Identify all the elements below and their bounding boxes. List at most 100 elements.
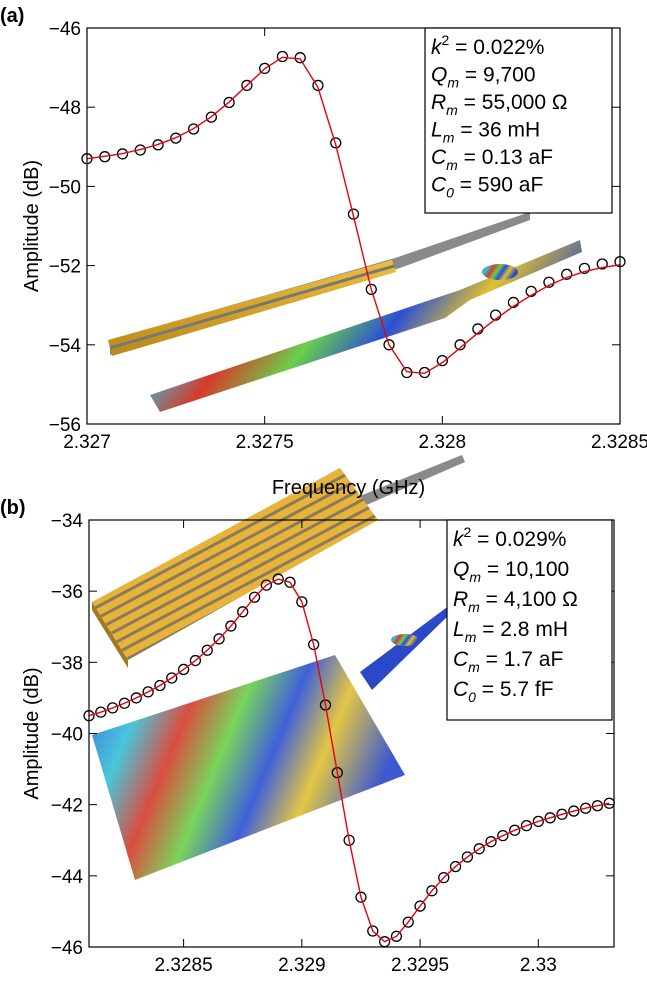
y-tick-label: −36 <box>51 582 83 603</box>
panel-label: (b) <box>0 497 26 519</box>
data-point <box>284 576 296 588</box>
data-point <box>225 620 237 632</box>
annotation-line: Qm = 9,700 <box>431 64 536 91</box>
x-tick-label: 2.328 <box>419 432 467 453</box>
annotation-subscript: m <box>446 102 458 118</box>
data-point <box>568 805 580 817</box>
panel: (b)Frequency (GHz)Amplitude (dB)2.32852.… <box>0 497 615 976</box>
plot-frame <box>88 519 615 948</box>
data-point <box>544 812 556 824</box>
annotation-value: = 0.029% <box>471 528 566 551</box>
annotation-line: k2 = 0.022% <box>431 32 544 59</box>
annotation-variable: Q <box>453 558 469 581</box>
annotation-variable: R <box>431 91 446 114</box>
annotation-box <box>446 519 613 721</box>
data-point <box>497 829 509 842</box>
annotation-value: = 4,100 Ω <box>480 588 578 611</box>
plot-frame <box>86 27 621 425</box>
annotation-variable: L <box>453 618 465 641</box>
data-point <box>95 706 107 718</box>
annotation-value: = 5.7 fF <box>476 678 554 701</box>
data-point <box>532 815 544 828</box>
annotation-subscript: m <box>447 75 459 91</box>
data-point <box>449 860 462 873</box>
annotation-value: = 0.022% <box>449 36 544 59</box>
annotation-line: C0 = 5.7 fF <box>453 678 554 705</box>
annotation-line: Rm = 55,000 Ω <box>431 91 568 118</box>
annotation-subscript: m <box>468 659 480 675</box>
annotation-line: Lm = 36 mH <box>431 119 540 146</box>
data-point <box>414 900 426 912</box>
x-axis-label: Frequency (GHz) <box>272 477 425 499</box>
device-render <box>108 212 582 412</box>
annotation-subscript: 0 <box>446 185 454 201</box>
y-tick-label: −34 <box>51 511 84 532</box>
data-point <box>520 820 533 832</box>
data-point <box>561 268 573 280</box>
y-tick-label: −46 <box>49 19 81 40</box>
data-point <box>260 579 273 591</box>
data-point <box>312 79 324 92</box>
annotation-variable: C <box>431 174 447 197</box>
annotation-variable: C <box>431 146 447 169</box>
data-point <box>402 916 414 928</box>
data-point <box>485 836 497 848</box>
data-point <box>436 354 448 367</box>
data-point <box>187 123 200 135</box>
annotation-line: Cm = 1.7 aF <box>453 648 563 675</box>
data-point <box>543 276 555 288</box>
annotation-subscript: m <box>465 629 477 645</box>
annotation-variable: Q <box>431 64 447 87</box>
data-point <box>454 339 466 351</box>
annotation-subscript: m <box>443 130 455 146</box>
annotation-line: Cm = 0.13 aF <box>431 146 553 173</box>
data-point <box>507 296 520 309</box>
data-point <box>177 663 190 676</box>
annotation-line: Lm = 2.8 mH <box>453 618 568 645</box>
annotation-variable: L <box>431 119 443 142</box>
data-point <box>367 925 379 937</box>
data-point <box>596 258 608 270</box>
y-tick-label: −38 <box>51 653 83 674</box>
y-tick-label: −56 <box>49 415 81 436</box>
data-point <box>331 766 343 779</box>
annotation-subscript: 0 <box>468 689 476 705</box>
x-tick-label: 2.3295 <box>391 955 449 976</box>
y-tick-label: −46 <box>51 938 83 959</box>
annotation-value: = 9,700 <box>459 64 535 87</box>
data-point <box>152 139 164 151</box>
y-tick-label: −42 <box>51 796 83 817</box>
data-point <box>438 871 450 884</box>
panel-label: (a) <box>0 5 24 27</box>
data-point <box>330 137 342 149</box>
data-point <box>319 699 332 711</box>
annotation-subscript: m <box>468 599 480 615</box>
data-point <box>248 591 261 603</box>
x-tick-label: 2.329 <box>278 955 326 976</box>
data-point <box>426 885 438 897</box>
data-point <box>365 283 377 296</box>
data-point <box>525 285 537 297</box>
annotation-value: = 590 aF <box>454 174 543 197</box>
data-point <box>189 654 202 667</box>
data-point <box>241 79 253 92</box>
data-point <box>223 96 235 109</box>
data-point <box>347 208 360 220</box>
x-tick-label: 2.3285 <box>155 955 213 976</box>
annotation-variable: k <box>431 36 443 59</box>
data-point <box>343 834 355 846</box>
data-point <box>296 596 308 608</box>
data-point <box>213 633 225 645</box>
x-tick-label: 2.33 <box>520 955 557 976</box>
data-point <box>154 679 166 692</box>
x-tick-label: 2.327 <box>63 432 111 453</box>
data-point <box>579 802 592 814</box>
annotation-superscript: 2 <box>442 32 450 48</box>
fit-line <box>88 578 610 943</box>
annotation-value: = 1.7 aF <box>480 648 563 671</box>
data-point <box>509 824 521 836</box>
annotation-variable: C <box>453 648 469 671</box>
data-point <box>142 686 154 698</box>
data-point <box>170 132 182 144</box>
